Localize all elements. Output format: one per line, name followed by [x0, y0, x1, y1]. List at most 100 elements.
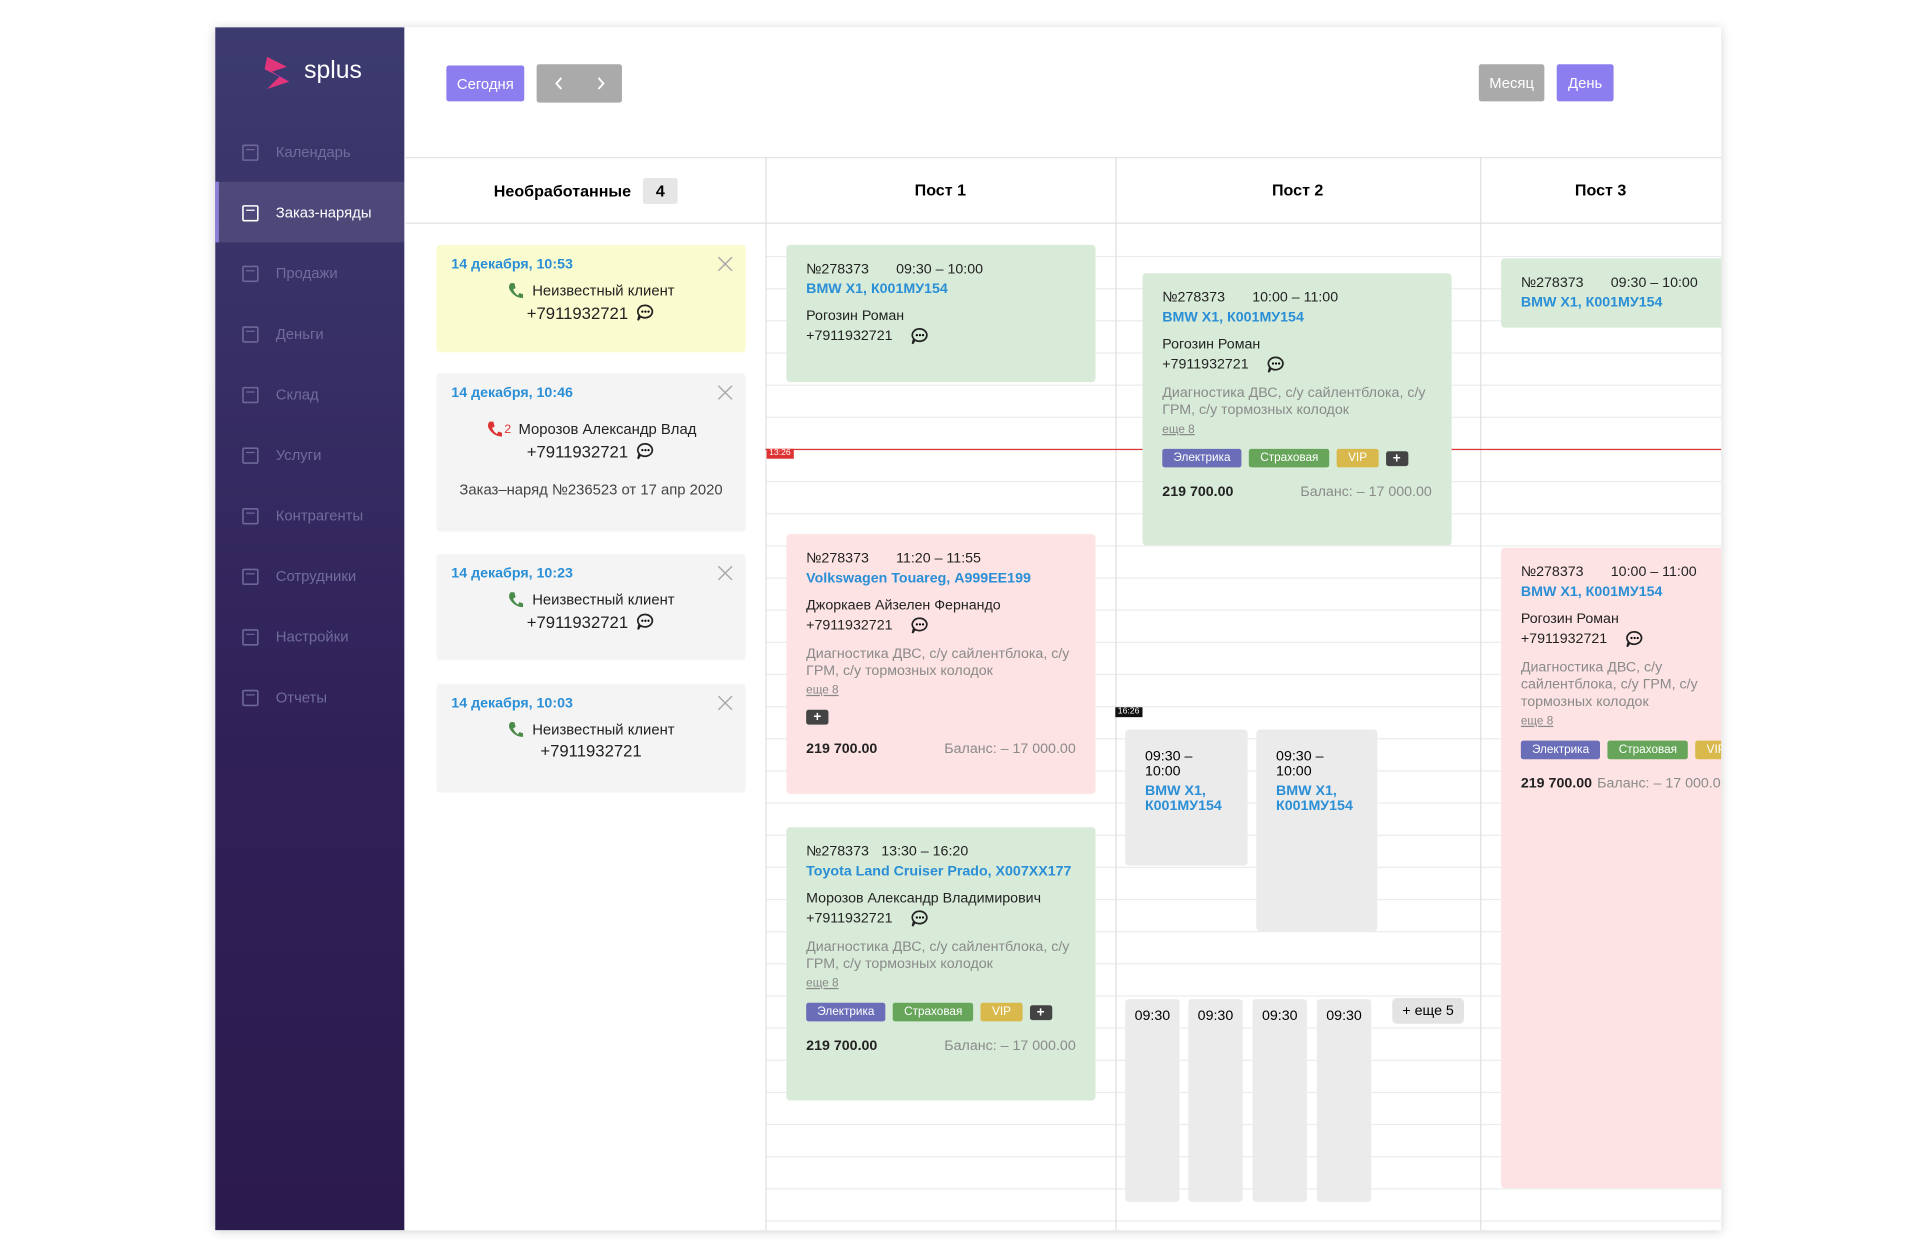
phone-icon [486, 420, 503, 437]
column-divider [765, 157, 767, 1231]
grid-line [765, 545, 1722, 547]
order-card[interactable]: №278373 09:30 – 10:00 BMW X1, К001МУ154 [1501, 258, 1722, 328]
menu-icon [241, 202, 260, 222]
menu-item[interactable]: Настройки [215, 606, 404, 667]
order-car: BMW X1, К001МУ154 [1162, 310, 1304, 326]
short-slot[interactable]: 09:30 [1125, 999, 1180, 1202]
request-card[interactable]: 14 декабря, 10:03 Неизвестный клиент +7911… [436, 683, 746, 793]
grid-line [765, 898, 1722, 901]
order-card[interactable]: №278373 13:30 – 16:20 Toyota Land Cruiser … [786, 827, 1096, 1101]
short-slot[interactable]: 09:30 [1188, 999, 1243, 1202]
order-client: Морозов Александр Владимирович [806, 891, 1041, 907]
close-button[interactable] [717, 565, 733, 581]
order-footer: 219 700.00 Баланс: – 17 000.00 [806, 1039, 1076, 1054]
more-link[interactable]: еще 8 [1162, 422, 1195, 437]
menu-item[interactable]: Деньги [215, 303, 404, 364]
chat-icon [636, 303, 656, 323]
menu-icon [241, 505, 260, 525]
close-button[interactable] [717, 695, 733, 711]
today-button[interactable]: Сегодня [446, 65, 525, 102]
order-total: 219 700.00 [1520, 776, 1593, 792]
more-link[interactable]: еще 8 [806, 976, 839, 991]
order-balance: Баланс: – 17 000.00 [1597, 776, 1722, 792]
add-tag-button[interactable]: + [806, 709, 829, 725]
post-title: Пост 1 [914, 180, 967, 200]
menu-label: Услуги [275, 445, 322, 464]
phone-row: +7911932721 [451, 303, 730, 323]
client-name: Неизвестный клиент [532, 281, 675, 300]
client-row: Неизвестный клиент [451, 591, 730, 608]
close-button[interactable] [717, 385, 733, 401]
order-card[interactable]: №278373 09:30 – 10:00 BMW X1, К001МУ154 Рог… [786, 244, 1096, 383]
slot-car: BMW X1, К001МУ154 [1144, 783, 1222, 814]
menu-icon [241, 323, 260, 343]
menu-label: Заказ-наряды [275, 203, 372, 221]
close-button-svg [717, 565, 733, 581]
menu-icon-svg [242, 628, 259, 646]
grid-line [765, 1156, 1722, 1158]
more-slots-button[interactable]: + еще 5 [1392, 997, 1464, 1024]
menu-icon [241, 687, 260, 707]
order-head: №278373 11:20 – 11:55 [806, 551, 1076, 566]
order-number: №278373 [1520, 275, 1584, 291]
post-title: Пост 2 [1271, 180, 1324, 200]
menu-icon-svg [242, 386, 259, 403]
menu-item[interactable]: Склад [215, 364, 404, 425]
menu-icon-svg [242, 446, 259, 464]
menu-label: Контрагенты [275, 506, 364, 524]
add-tag-button[interactable]: + [1385, 450, 1408, 466]
chat-icon [1625, 629, 1645, 649]
menu-item[interactable]: Календарь [215, 121, 404, 182]
client-row: 2 Морозов Александр Влад [451, 420, 730, 438]
sidebar: splus Календарь Заказ-наряды Продажи Деньги С… [215, 27, 405, 1231]
grid-line [765, 1220, 1722, 1222]
day-button[interactable]: День [1556, 64, 1614, 102]
order-card[interactable]: №278373 10:00 – 11:00 BMW X1, К001МУ154 Рог… [1501, 547, 1722, 1189]
order-total: 219 700.00 [806, 1038, 878, 1054]
add-tag-button[interactable]: + [1029, 1004, 1052, 1020]
short-slot-time: 09:30 [1261, 1008, 1298, 1024]
prev-button[interactable] [551, 74, 568, 93]
order-phone: +7911932721 [806, 911, 893, 927]
menu-icon [241, 445, 260, 465]
request-card[interactable]: 14 декабря, 10:46 2 Морозов Александр Влад… [436, 373, 746, 532]
month-button[interactable]: Месяц [1478, 64, 1545, 102]
menu-icon-svg [242, 265, 259, 282]
menu-icon-svg [242, 143, 259, 161]
more-link[interactable]: еще 8 [1520, 714, 1554, 729]
order-phone-row: +7911932721 [1521, 629, 1721, 649]
grid-line [765, 1027, 1722, 1029]
menu-item[interactable]: Контрагенты [215, 485, 404, 546]
menu-item[interactable]: Отчеты [215, 666, 404, 727]
request-date: 14 декабря, 10:03 [451, 696, 573, 711]
order-card[interactable]: №278373 10:00 – 11:00 BMW X1, К001МУ154 Рог… [1142, 273, 1452, 546]
slot-card[interactable]: 09:30 – 10:00 BMW X1, К001МУ154 [1256, 729, 1378, 932]
unprocessed-header: Необработанные 4 [406, 176, 766, 206]
next-button[interactable] [592, 74, 609, 93]
order-card[interactable]: №278373 11:20 – 11:55 Volkswagen Touareg, … [786, 534, 1096, 794]
menu-icon [241, 263, 260, 283]
order-client: Джоркаев Айзелен Фернандо [806, 598, 1001, 614]
slot-card[interactable]: 09:30 – 10:00 BMW X1, К001МУ154 [1125, 729, 1248, 866]
menu-item[interactable]: Сотрудники [215, 545, 404, 606]
request-card[interactable]: 14 декабря, 10:23 Неизвестный клиент +7911… [436, 553, 746, 661]
close-button[interactable] [717, 256, 733, 272]
menu-item[interactable]: Продажи [215, 242, 404, 303]
tag-row: Электрика Страховая VIP + [1162, 448, 1432, 468]
menu-label: Продажи [275, 263, 338, 282]
menu-item[interactable]: Услуги [215, 424, 404, 485]
short-slot[interactable]: 09:30 [1252, 999, 1307, 1202]
order-car: BMW X1, К001МУ154 [1520, 584, 1663, 600]
order-phone-row: +7911932721 [1162, 355, 1432, 375]
request-card[interactable]: 14 декабря, 10:53 Неизвестный клиент +7911… [436, 244, 746, 353]
order-phone-row: +7911932721 [806, 616, 1076, 636]
order-client: Рогозин Роман [806, 309, 905, 324]
menu-item[interactable]: Заказ-наряды [215, 181, 405, 243]
short-slot[interactable]: 09:30 [1316, 999, 1372, 1202]
order-car: BMW X1, К001МУ154 [806, 281, 948, 297]
grid-line [765, 1091, 1722, 1094]
client-phone: +7911932721 [526, 303, 629, 323]
tag: Электрика [1520, 740, 1601, 760]
menu-icon [241, 566, 260, 586]
more-link[interactable]: еще 8 [806, 683, 839, 698]
